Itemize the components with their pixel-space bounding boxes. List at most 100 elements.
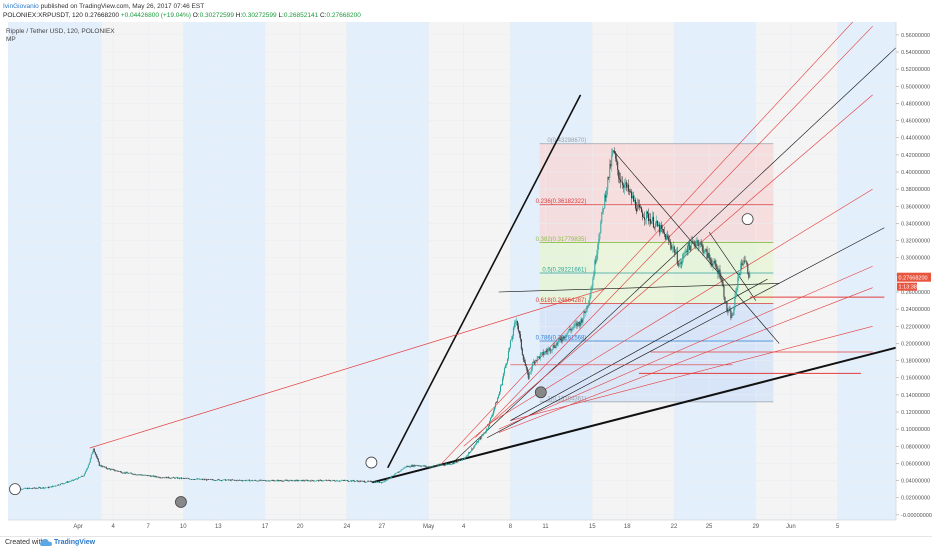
candle-body [540,352,542,355]
candle-body [555,343,557,348]
candle-body [365,481,367,483]
candle-body [727,311,729,312]
candle-body [421,465,423,467]
time-tick-label: 8 [509,524,513,530]
candle-body [646,211,648,214]
candle-body [53,485,55,487]
price-badge: 0.27668200 1:13:38 [897,272,931,291]
time-tick-label: Apr [73,524,82,530]
candle-body [51,486,53,488]
candle-body [514,321,516,324]
candle-body [728,309,730,312]
candle-body [705,249,707,250]
candle-body [80,475,82,477]
candle-body [335,480,337,482]
candle-body [520,339,522,349]
candle-body [33,487,35,489]
price-tick-label: -0.00000000 [901,513,932,519]
candle-body [499,385,501,392]
candle-body [568,329,570,332]
candle-body [355,480,357,482]
candle-body [113,469,115,471]
price-chart[interactable]: 0(0.43298670) 0.236(0.36182322) 0.382(0.31… [0,0,932,532]
candle-body [266,480,268,482]
candle-body [54,485,56,487]
candle-body [208,479,210,480]
candle-body [187,478,189,479]
candle-body [624,184,626,188]
candle-body [586,305,588,313]
candle-body [294,480,296,482]
candle-body [227,479,229,481]
candle-body [605,195,607,198]
candle-body [619,178,621,180]
candle-body [237,480,239,481]
candle-body [635,199,637,209]
price-tick-label: 0.02000000 [901,496,930,502]
candle-body [101,466,103,468]
time-tick-label: 4 [111,524,115,530]
candle-body [394,473,396,475]
chart-area[interactable]: 0(0.43298670) 0.236(0.36182322) 0.382(0.31… [0,0,932,532]
candle-body [567,331,569,333]
candle-body [720,277,722,280]
candle-body [375,481,377,483]
time-tick-label: Jun [786,524,796,530]
candle-body [111,469,113,470]
candle-body [100,465,102,467]
tradingview-brand[interactable]: TradingView [54,539,96,546]
candle-body [324,480,326,481]
candle-body [30,488,32,489]
candle-body [420,466,422,467]
created-with-label: Created with [5,539,45,546]
candle-body [170,478,172,479]
candle-body [197,478,199,480]
candle-body [606,189,608,198]
candle-body [582,318,584,323]
candle-body [378,481,380,483]
candle-body [406,466,408,468]
candle-body [578,322,580,323]
candle-body [364,482,366,483]
candle-body [541,352,543,353]
candle-body [447,463,449,465]
candle-body [339,480,341,482]
candle-body [581,319,583,323]
candle-body [161,477,163,479]
candle-body [739,273,741,275]
candle-body [273,480,275,482]
candle-body [425,465,427,467]
candle-body [128,473,130,474]
candle-body [372,482,374,483]
candle-body [713,260,715,264]
candle-body [630,191,632,193]
candle-body [643,217,645,218]
candle-body [700,242,702,245]
candle-body [242,480,244,482]
candle-body [325,480,327,481]
candle-body [564,336,566,339]
candle-body [703,252,705,254]
open-value: 0.30272599 [199,12,234,19]
candle-body [386,478,388,481]
session-band [183,22,266,520]
price-tick-label: 0.48000000 [901,101,930,107]
candle-body [557,341,559,345]
candle-body [368,481,370,482]
candle-body [132,474,134,475]
candle-body [109,468,111,470]
candle-body [435,465,437,467]
candle-body [307,480,309,482]
candle-body [472,448,474,450]
candle-body [669,241,671,246]
candle-body [50,486,52,488]
candle-body [477,441,479,443]
candle-body [314,480,316,482]
candle-body [350,480,352,482]
author-link[interactable]: IvinGiovanio [3,3,39,10]
candle-body [358,480,360,482]
candle-body [503,368,505,374]
candle-body [125,472,127,474]
fib-level-label: 0.5(0.28221661) [542,267,586,273]
candle-body [22,489,24,490]
